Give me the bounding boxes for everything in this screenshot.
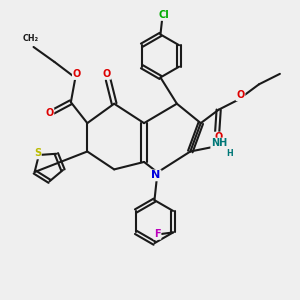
Text: CH₂: CH₂ — [23, 34, 39, 43]
Text: Cl: Cl — [158, 10, 169, 20]
Text: S: S — [34, 148, 41, 158]
Text: H: H — [226, 149, 232, 158]
Text: O: O — [73, 69, 81, 79]
Text: F: F — [154, 229, 160, 239]
Text: N: N — [151, 170, 160, 180]
Text: O: O — [214, 133, 223, 142]
Text: O: O — [103, 69, 111, 79]
Text: NH: NH — [211, 138, 227, 148]
Text: O: O — [236, 90, 244, 100]
Text: O: O — [45, 108, 53, 118]
